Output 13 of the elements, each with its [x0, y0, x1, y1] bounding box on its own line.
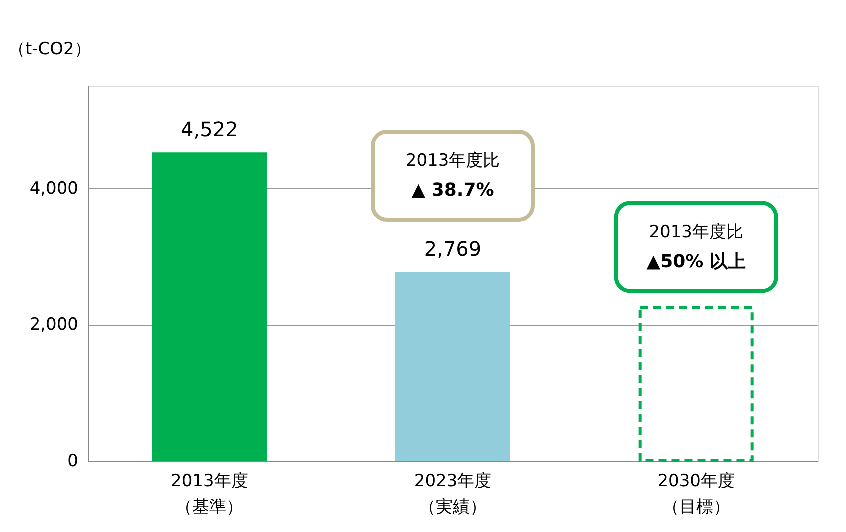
y-tick-label: 0: [68, 452, 78, 472]
bar: [638, 306, 754, 462]
y-axis-title: （t-CO2）: [8, 40, 92, 60]
bar: [396, 272, 510, 461]
y-tick-label: 2,000: [30, 315, 78, 336]
y-tick-label: 4,000: [30, 178, 78, 199]
annotation: 2013年度比 ▲50% 以上: [646, 222, 746, 272]
x-tick-label: 2030年度（目標）: [658, 472, 735, 518]
data-label: 2,769: [424, 237, 482, 262]
data-label: 4,522: [181, 118, 238, 142]
x-tick-label: 2013年度（基準）: [171, 472, 248, 518]
x-tick-label: 2023年度（実績）: [414, 472, 492, 518]
annotation: 2013年度比 ▲ 38.7%: [406, 151, 500, 201]
